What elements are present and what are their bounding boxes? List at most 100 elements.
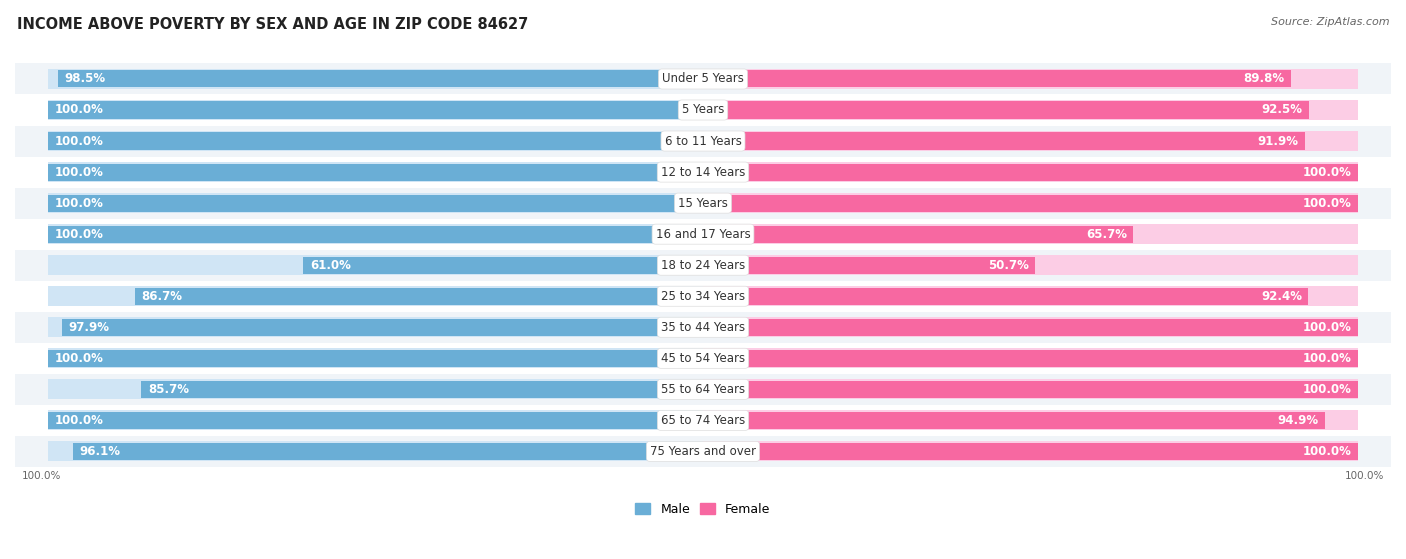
- Bar: [703, 319, 1358, 336]
- Text: 96.1%: 96.1%: [80, 445, 121, 458]
- Text: 45 to 54 Years: 45 to 54 Years: [661, 352, 745, 365]
- Text: 89.8%: 89.8%: [1244, 73, 1285, 86]
- Text: 97.9%: 97.9%: [67, 321, 110, 334]
- Bar: [48, 410, 703, 430]
- Text: 18 to 24 Years: 18 to 24 Years: [661, 259, 745, 272]
- Bar: [48, 226, 703, 243]
- Text: Under 5 Years: Under 5 Years: [662, 73, 744, 86]
- Text: 92.5%: 92.5%: [1261, 103, 1302, 116]
- Text: INCOME ABOVE POVERTY BY SEX AND AGE IN ZIP CODE 84627: INCOME ABOVE POVERTY BY SEX AND AGE IN Z…: [17, 17, 529, 32]
- Bar: [15, 94, 1391, 126]
- Bar: [48, 131, 703, 151]
- Text: 92.4%: 92.4%: [1261, 290, 1302, 303]
- Bar: [142, 381, 703, 398]
- Bar: [703, 379, 1358, 400]
- Bar: [703, 102, 1309, 119]
- Text: 91.9%: 91.9%: [1257, 135, 1299, 148]
- Text: 85.7%: 85.7%: [148, 383, 188, 396]
- Text: 98.5%: 98.5%: [65, 73, 105, 86]
- Bar: [703, 195, 1358, 212]
- Bar: [703, 288, 1309, 305]
- Text: 65.7%: 65.7%: [1085, 228, 1128, 240]
- Bar: [703, 286, 1358, 306]
- Bar: [48, 195, 703, 212]
- Bar: [48, 69, 703, 89]
- Text: 100.0%: 100.0%: [1303, 383, 1351, 396]
- Text: 61.0%: 61.0%: [309, 259, 350, 272]
- Text: 100.0%: 100.0%: [1303, 197, 1351, 210]
- Text: 100.0%: 100.0%: [55, 197, 103, 210]
- Text: 94.9%: 94.9%: [1277, 414, 1319, 427]
- Bar: [703, 350, 1358, 367]
- Bar: [135, 288, 703, 305]
- Bar: [48, 441, 703, 462]
- Bar: [62, 319, 703, 336]
- Text: 100.0%: 100.0%: [55, 414, 103, 427]
- Text: 100.0%: 100.0%: [21, 471, 60, 481]
- Bar: [15, 219, 1391, 250]
- Bar: [703, 348, 1358, 368]
- Bar: [703, 224, 1358, 244]
- Text: 25 to 34 Years: 25 to 34 Years: [661, 290, 745, 303]
- Bar: [15, 312, 1391, 343]
- Text: 100.0%: 100.0%: [55, 103, 103, 116]
- Text: 50.7%: 50.7%: [988, 259, 1029, 272]
- Text: 100.0%: 100.0%: [1303, 352, 1351, 365]
- Bar: [73, 443, 703, 460]
- Bar: [703, 412, 1324, 429]
- Bar: [15, 157, 1391, 188]
- Bar: [703, 131, 1358, 151]
- Bar: [703, 100, 1358, 120]
- Bar: [703, 162, 1358, 182]
- Bar: [48, 286, 703, 306]
- Text: 100.0%: 100.0%: [1346, 471, 1385, 481]
- Bar: [703, 257, 1035, 274]
- Bar: [48, 132, 703, 150]
- Bar: [48, 100, 703, 120]
- Bar: [15, 188, 1391, 219]
- Text: 75 Years and over: 75 Years and over: [650, 445, 756, 458]
- Bar: [703, 410, 1358, 430]
- Text: 100.0%: 100.0%: [55, 228, 103, 240]
- Text: 15 Years: 15 Years: [678, 197, 728, 210]
- Text: 12 to 14 Years: 12 to 14 Years: [661, 165, 745, 178]
- Text: Source: ZipAtlas.com: Source: ZipAtlas.com: [1271, 17, 1389, 27]
- Bar: [703, 317, 1358, 337]
- Legend: Male, Female: Male, Female: [630, 498, 776, 520]
- Bar: [15, 436, 1391, 467]
- Bar: [48, 350, 703, 367]
- Bar: [703, 226, 1133, 243]
- Bar: [48, 255, 703, 275]
- Bar: [15, 374, 1391, 405]
- Text: 100.0%: 100.0%: [55, 352, 103, 365]
- Text: 35 to 44 Years: 35 to 44 Years: [661, 321, 745, 334]
- Text: 100.0%: 100.0%: [1303, 321, 1351, 334]
- Bar: [304, 257, 703, 274]
- Bar: [703, 193, 1358, 213]
- Text: 100.0%: 100.0%: [1303, 165, 1351, 178]
- Bar: [48, 317, 703, 337]
- Bar: [15, 343, 1391, 374]
- Bar: [58, 70, 703, 88]
- Text: 55 to 64 Years: 55 to 64 Years: [661, 383, 745, 396]
- Bar: [48, 224, 703, 244]
- Bar: [703, 441, 1358, 462]
- Bar: [48, 102, 703, 119]
- Bar: [48, 348, 703, 368]
- Bar: [703, 69, 1358, 89]
- Bar: [48, 164, 703, 181]
- Text: 100.0%: 100.0%: [55, 135, 103, 148]
- Bar: [703, 381, 1358, 398]
- Bar: [15, 405, 1391, 436]
- Text: 16 and 17 Years: 16 and 17 Years: [655, 228, 751, 240]
- Bar: [703, 132, 1305, 150]
- Bar: [703, 70, 1291, 88]
- Bar: [703, 255, 1358, 275]
- Bar: [703, 443, 1358, 460]
- Bar: [703, 164, 1358, 181]
- Bar: [15, 63, 1391, 94]
- Bar: [15, 281, 1391, 312]
- Text: 5 Years: 5 Years: [682, 103, 724, 116]
- Bar: [48, 379, 703, 400]
- Bar: [15, 126, 1391, 157]
